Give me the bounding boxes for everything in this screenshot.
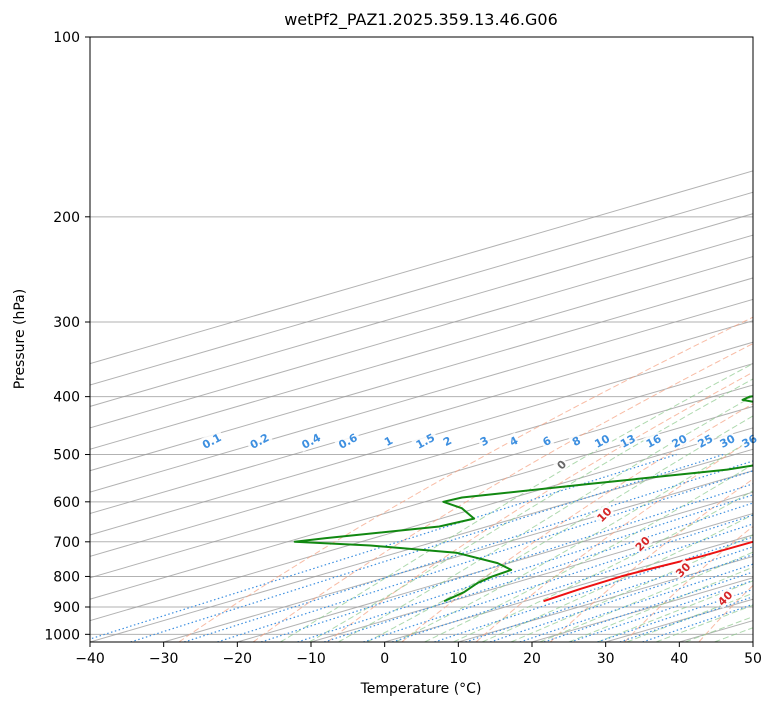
y-tick-label: 100 (53, 30, 80, 46)
x-tick-label: −30 (149, 651, 179, 667)
y-tick-label: 700 (53, 535, 80, 551)
y-tick-label: 800 (53, 569, 80, 585)
y-tick-label: 1000 (44, 627, 80, 643)
x-tick-label: 40 (670, 651, 688, 667)
y-tick-label: 900 (53, 600, 80, 616)
chart-title: wetPf2_PAZ1.2025.359.13.46.G06 (284, 10, 558, 30)
x-tick-label: 30 (597, 651, 615, 667)
y-tick-label: 400 (53, 390, 80, 406)
x-tick-label: −10 (296, 651, 326, 667)
y-tick-label: 600 (53, 495, 80, 511)
x-tick-label: 10 (449, 651, 467, 667)
x-tick-label: −40 (75, 651, 105, 667)
x-tick-label: −20 (223, 651, 253, 667)
x-tick-label: 0 (380, 651, 389, 667)
x-axis-label: Temperature (°C) (360, 681, 482, 697)
x-tick-label: 50 (744, 651, 762, 667)
y-tick-label: 500 (53, 448, 80, 464)
y-tick-label: 200 (53, 210, 80, 226)
y-axis-label: Pressure (hPa) (12, 289, 28, 389)
x-tick-label: 20 (523, 651, 541, 667)
y-tick-label: 300 (53, 315, 80, 331)
